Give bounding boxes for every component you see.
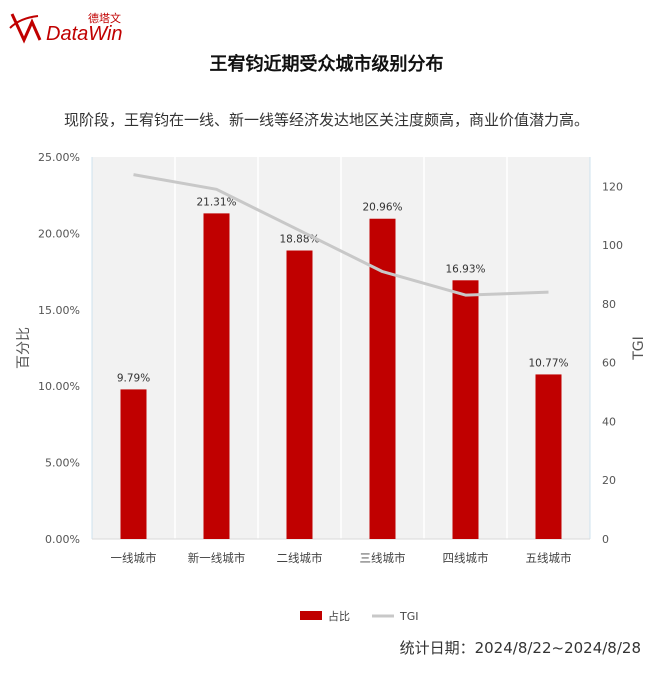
y-tick-label-right: 80 xyxy=(602,298,616,311)
y-tick-label-left: 15.00% xyxy=(38,304,80,317)
y-tick-label-left: 0.00% xyxy=(45,533,80,546)
chart-title: 王宥钧近期受众城市级别分布 xyxy=(209,54,444,75)
legend-label-line: TGI xyxy=(399,610,419,623)
x-tick-label: 新一线城市 xyxy=(188,551,246,565)
x-tick-label: 四线城市 xyxy=(443,551,489,565)
bar-data-label: 20.96% xyxy=(362,202,402,214)
x-tick-label: 一线城市 xyxy=(111,551,157,565)
tgi-line xyxy=(133,173,549,297)
bar-1 xyxy=(120,389,147,539)
legend-label-bar: 占比 xyxy=(328,609,350,623)
bar-data-label: 18.88% xyxy=(279,234,319,246)
y-tick-label-right: 120 xyxy=(602,180,623,193)
bar-data-label: 10.77% xyxy=(528,357,568,369)
bar-3 xyxy=(286,250,313,539)
y-axis-title-right: TGI xyxy=(631,336,647,361)
x-tick-label: 五线城市 xyxy=(526,551,572,565)
bar-data-label: 16.93% xyxy=(445,263,485,275)
brand-name-en: DataWin xyxy=(46,23,123,45)
brand-logo: 德塔文 DataWin xyxy=(8,10,138,46)
chart-canvas: 0.00% 5.00% 10.00% 15.00% 20.00% 25.00% 0 20 40 6… xyxy=(16,151,647,623)
bar-6 xyxy=(535,374,562,539)
x-tick-label: 三线城市 xyxy=(360,551,406,565)
bar-2 xyxy=(203,213,230,539)
y-axis-title-left: 百分比 xyxy=(16,327,32,369)
legend-swatch-bar xyxy=(300,611,322,620)
bar-5 xyxy=(452,280,479,539)
y-tick-label-right: 0 xyxy=(602,533,609,546)
stat-date: 统计日期：2024/8/22~2024/8/28 xyxy=(399,639,641,657)
y-tick-label-left: 10.00% xyxy=(38,380,80,393)
y-tick-label-right: 40 xyxy=(602,415,616,428)
y-tick-label-right: 100 xyxy=(602,239,623,252)
chart-subtitle: 现阶段，王宥钧在一线、新一线等经济发达地区关注度颇高，商业价值潜力高。 xyxy=(63,111,589,129)
y-tick-label-left: 5.00% xyxy=(45,457,80,470)
datawin-logo-icon xyxy=(9,13,42,44)
y-tick-label-left: 25.00% xyxy=(38,151,80,164)
y-tick-label-right: 60 xyxy=(602,357,616,370)
y-tick-label-left: 20.00% xyxy=(38,227,80,240)
brand-name-cn: 德塔文 xyxy=(88,12,121,25)
bar-data-label: 21.31% xyxy=(196,196,236,208)
bar-data-label: 9.79% xyxy=(117,372,150,384)
x-tick-label: 二线城市 xyxy=(277,551,323,565)
y-tick-label-right: 20 xyxy=(602,474,616,487)
